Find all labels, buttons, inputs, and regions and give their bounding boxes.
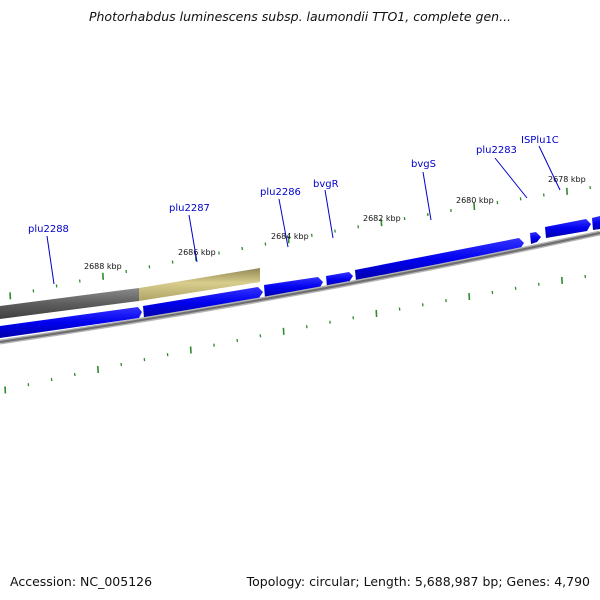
gene-label[interactable]: bvgR bbox=[313, 179, 339, 190]
scale-label: 2680 kbp bbox=[456, 196, 494, 205]
gene-label[interactable]: bvgS bbox=[411, 159, 436, 170]
scale-label: 2678 kbp bbox=[548, 175, 586, 184]
gene-label[interactable]: plu2283 bbox=[476, 145, 517, 156]
inner-scale-ticks bbox=[4, 274, 587, 394]
scale-label: 2684 kbp bbox=[271, 232, 309, 241]
gene-callouts bbox=[46, 145, 561, 285]
feature-region-dark[interactable] bbox=[0, 288, 139, 319]
scale-label: 2686 kbp bbox=[178, 248, 216, 257]
gene-label[interactable]: plu2287 bbox=[169, 203, 210, 214]
scale-label: 2682 kbp bbox=[363, 214, 401, 223]
feature-region-highlight[interactable] bbox=[139, 268, 260, 301]
gene-arrow[interactable] bbox=[143, 287, 263, 318]
gene-label[interactable]: ISPlu1C bbox=[521, 135, 559, 146]
scale-label: 2688 kbp bbox=[84, 262, 122, 271]
gene-arrow[interactable] bbox=[264, 277, 323, 298]
gene-arrow[interactable] bbox=[355, 238, 524, 281]
gene-arrow[interactable] bbox=[545, 219, 591, 238]
gene-label[interactable]: plu2288 bbox=[28, 224, 69, 235]
gene-arrow[interactable] bbox=[0, 307, 142, 338]
genome-backbone-core bbox=[0, 231, 600, 344]
gene-arrow[interactable] bbox=[530, 232, 541, 244]
genome-summary-text: Topology: circular; Length: 5,688,987 bp… bbox=[246, 574, 590, 589]
gene-label[interactable]: plu2286 bbox=[260, 187, 301, 198]
gene-arrow[interactable] bbox=[592, 216, 600, 230]
gene-arrow[interactable] bbox=[326, 272, 353, 287]
map-title: Photorhabdus luminescens subsp. laumondi… bbox=[88, 9, 512, 24]
accession-text: Accession: NC_005126 bbox=[10, 574, 153, 589]
